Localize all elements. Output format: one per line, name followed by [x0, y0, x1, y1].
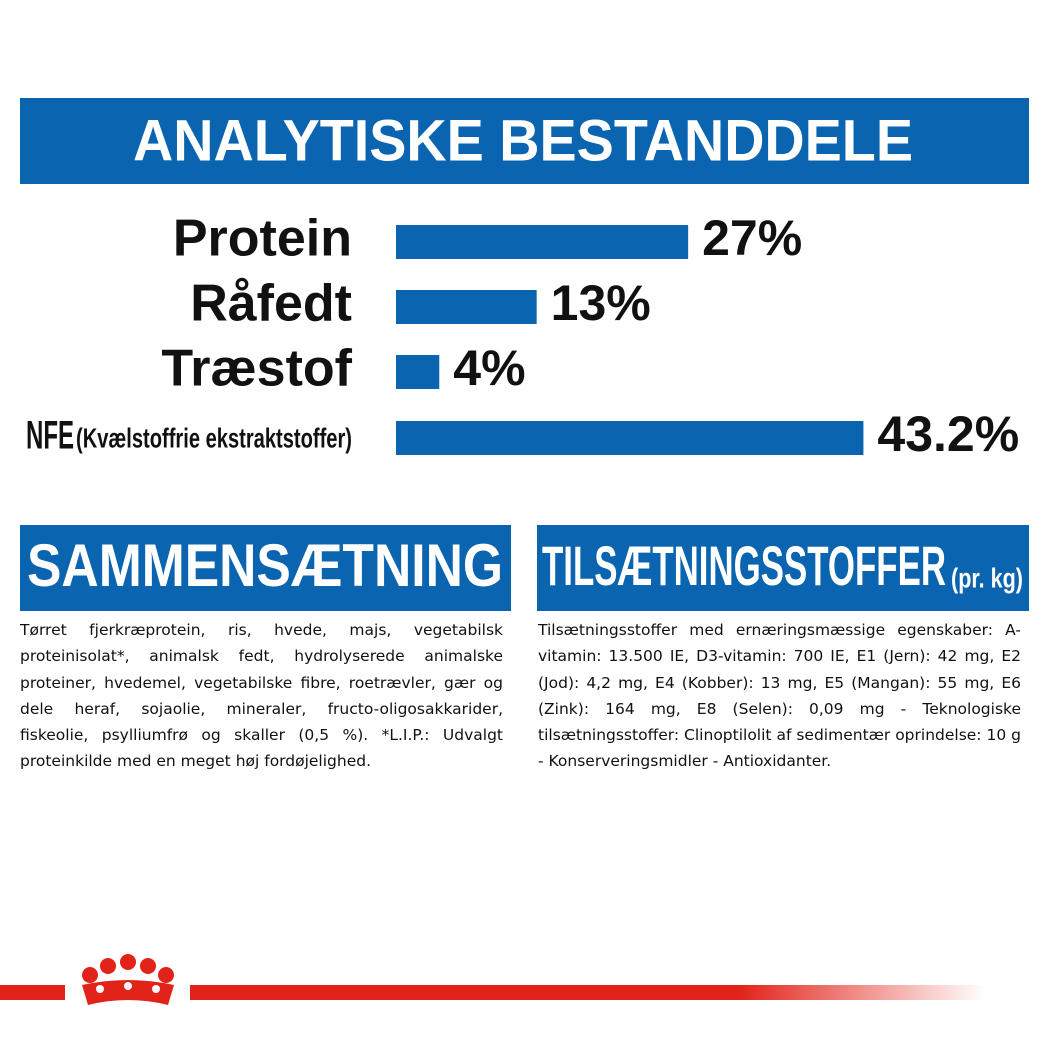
additives-title: TILSÆTNINGSSTOFFER: [542, 534, 946, 597]
bar: [396, 290, 537, 324]
composition-title: SAMMENSÆTNING: [27, 532, 503, 599]
category-label: NFE: [26, 414, 74, 458]
footer-line: [0, 985, 985, 1000]
additives-banner: [537, 525, 1029, 611]
bar: [396, 421, 864, 455]
composition-text: Tørret fjerkræprotein, ris, hvede, majs,…: [20, 621, 503, 771]
value-label: 4%: [453, 340, 525, 396]
value-label: 27%: [702, 210, 802, 266]
logo: [65, 950, 190, 1020]
bar: [396, 355, 440, 389]
bar: [396, 225, 689, 259]
category-label: Protein: [173, 210, 352, 268]
composition-banner: [20, 525, 511, 611]
category-label: Træstof: [161, 340, 352, 398]
value-label: 13%: [551, 275, 651, 331]
additives-title-suffix: (pr. kg): [951, 562, 1023, 593]
value-label: 43.2%: [877, 406, 1019, 462]
category-note: (Kvælstoffrie ekstraktstoffer): [76, 422, 352, 453]
title-banner: [20, 98, 1029, 184]
chart-title: ANALYTISKE BESTANDDELE: [133, 108, 913, 173]
additives-text: Tilsætningsstoffer med ernæringsmæssige …: [538, 621, 1021, 771]
category-label: Råfedt: [190, 275, 352, 333]
